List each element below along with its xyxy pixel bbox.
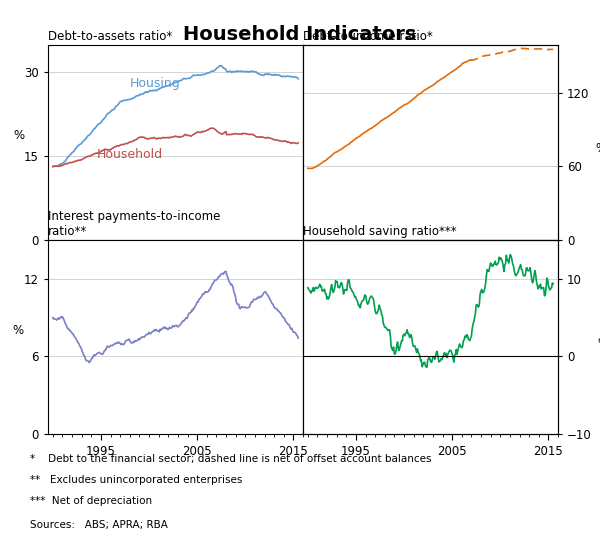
- Text: *    Debt to the financial sector; dashed line is net of offset account balances: * Debt to the financial sector; dashed l…: [30, 454, 431, 464]
- Y-axis label: %: %: [13, 324, 24, 337]
- Text: **   Excludes unincorporated enterprises: ** Excludes unincorporated enterprises: [30, 475, 242, 485]
- Text: Debt-to-income ratio*: Debt-to-income ratio*: [303, 31, 433, 43]
- Text: Household saving ratio***: Household saving ratio***: [303, 226, 457, 238]
- Y-axis label: %: %: [598, 337, 600, 350]
- Y-axis label: %: %: [13, 129, 24, 142]
- Text: ***  Net of depreciation: *** Net of depreciation: [30, 496, 152, 506]
- Text: Housing: Housing: [130, 77, 181, 90]
- Text: Debt-to-assets ratio*: Debt-to-assets ratio*: [48, 31, 172, 43]
- Y-axis label: %: %: [595, 142, 600, 155]
- Text: Household Indicators: Household Indicators: [184, 25, 416, 44]
- Text: Interest payments-to-income
ratio**: Interest payments-to-income ratio**: [48, 211, 220, 238]
- Text: Sources:   ABS; APRA; RBA: Sources: ABS; APRA; RBA: [30, 520, 168, 530]
- Text: Household: Household: [97, 148, 163, 160]
